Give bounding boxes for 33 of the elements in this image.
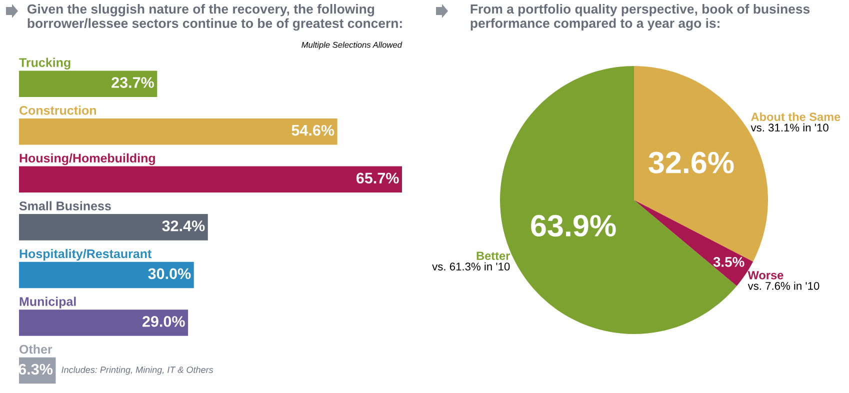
data-label: 32.4% [162,220,205,232]
y-tick-label: Small Business [19,201,111,210]
y-tick-label: Housing/Homebuilding [20,153,155,166]
data-label: 65.7% [356,172,399,184]
annotation: Includes: Printing, Mining, IT & Others [62,366,214,375]
bar [19,214,208,240]
data-label: 29.0% [142,316,185,327]
data-label: 30.0% [148,268,191,280]
data-label: 63.9% [531,214,616,237]
annotation: Multiple Selections Allowed [302,42,402,50]
chart-title: From a portfolio quality perspective, book of business performance compared to a year ago is: [470,4,810,31]
text: vs. 31.1% in '10 [750,123,828,132]
bar [19,70,158,97]
data-label: 3.5% [713,257,744,267]
slice-label: About the Same [751,112,840,122]
y-tick-label: Construction [20,106,96,115]
slice-label: Worse [748,271,784,280]
text: vs. 61.3% in '10 [432,262,510,270]
data-label: 32.6% [648,152,734,174]
chart-title: Given the sluggish nature of the recovery, the following borrower/lessee sectors continue to be of greatest concern: [27,4,402,31]
data-label: 23.7% [112,77,154,88]
y-tick-label: Municipal [20,296,76,308]
y-tick-label: Trucking [19,58,70,70]
bar [19,166,402,193]
y-tick-label: Other [20,344,52,354]
bar [19,118,338,145]
bar [19,262,194,288]
data-label: 54.6% [292,124,334,136]
text: vs. 7.6% in '10 [748,282,820,290]
y-tick-label: Hospitality/Restaurant [20,248,152,261]
slice-label: Better [476,252,510,260]
bar [19,310,188,336]
data-label: 6.3% [18,364,53,375]
